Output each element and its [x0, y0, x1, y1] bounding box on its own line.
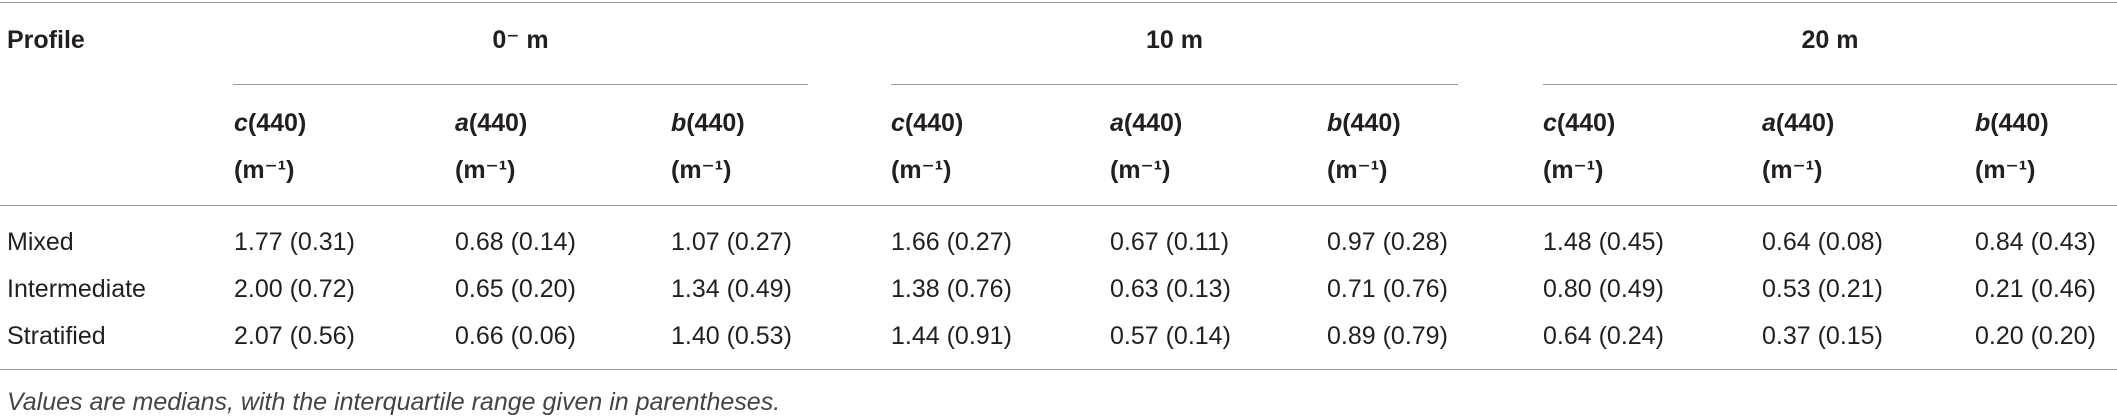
- column-unit: (m⁻¹): [1110, 156, 1171, 184]
- row-label: Intermediate: [7, 275, 146, 303]
- column-header: c(440): [1543, 108, 1615, 138]
- cell: 1.66 (0.27): [891, 228, 1012, 256]
- column-header: b(440): [671, 108, 745, 138]
- cell: 0.64 (0.24): [1543, 322, 1664, 350]
- column-header: b(440): [1975, 108, 2049, 138]
- cell: 0.68 (0.14): [455, 228, 576, 256]
- column-symbol: c: [891, 109, 905, 137]
- column-wavelength: (440): [904, 109, 964, 137]
- column-symbol: a: [1762, 109, 1776, 137]
- column-wavelength: (440): [247, 109, 307, 137]
- column-unit: (m⁻¹): [1543, 156, 1604, 184]
- column-symbol: b: [1327, 109, 1343, 137]
- row-label: Stratified: [7, 322, 106, 350]
- cell: 2.07 (0.56): [234, 322, 355, 350]
- profile-header: Profile: [7, 26, 85, 54]
- column-header: a(440): [1110, 108, 1182, 138]
- column-symbol: a: [455, 109, 469, 137]
- cell: 1.38 (0.76): [891, 275, 1012, 303]
- column-wavelength: (440): [1775, 109, 1835, 137]
- column-unit: (m⁻¹): [891, 156, 952, 184]
- cell: 1.48 (0.45): [1543, 228, 1664, 256]
- cell: 1.40 (0.53): [671, 322, 792, 350]
- cell: 0.20 (0.20): [1975, 322, 2096, 350]
- header-rule: [0, 205, 2117, 206]
- column-header: c(440): [891, 108, 963, 138]
- column-wavelength: (440): [468, 109, 528, 137]
- cell: 0.89 (0.79): [1327, 322, 1448, 350]
- column-wavelength: (440): [1123, 109, 1183, 137]
- group-rule: [1543, 84, 2117, 85]
- cell: 0.65 (0.20): [455, 275, 576, 303]
- column-symbol: b: [1975, 109, 1991, 137]
- column-unit: (m⁻¹): [671, 156, 732, 184]
- column-wavelength: (440): [1990, 109, 2049, 137]
- column-wavelength: (440): [1556, 109, 1616, 137]
- column-symbol: a: [1110, 109, 1124, 137]
- column-unit: (m⁻¹): [1762, 156, 1823, 184]
- footnote: Values are medians, with the interquarti…: [7, 388, 781, 416]
- cell: 1.77 (0.31): [234, 228, 355, 256]
- cell: 1.34 (0.49): [671, 275, 792, 303]
- cell: 0.97 (0.28): [1327, 228, 1448, 256]
- cell: 0.84 (0.43): [1975, 228, 2096, 256]
- column-header: b(440): [1327, 108, 1401, 138]
- cell: 0.21 (0.46): [1975, 275, 2096, 303]
- column-header: a(440): [1762, 108, 1834, 138]
- column-header: c(440): [234, 108, 306, 138]
- column-unit: (m⁻¹): [234, 156, 295, 184]
- group-header: 10 m: [1146, 26, 1203, 54]
- cell: 0.80 (0.49): [1543, 275, 1664, 303]
- column-unit: (m⁻¹): [1975, 156, 2036, 184]
- column-symbol: b: [671, 109, 687, 137]
- cell: 0.67 (0.11): [1110, 228, 1230, 256]
- cell: 0.53 (0.21): [1762, 275, 1883, 303]
- cell: 2.00 (0.72): [234, 275, 355, 303]
- cell: 0.63 (0.13): [1110, 275, 1231, 303]
- column-unit: (m⁻¹): [1327, 156, 1388, 184]
- cell: 0.57 (0.14): [1110, 322, 1231, 350]
- column-header: a(440): [455, 108, 527, 138]
- row-label: Mixed: [7, 228, 74, 256]
- bottom-rule: [0, 369, 2117, 370]
- cell: 1.07 (0.27): [671, 228, 792, 256]
- cell: 0.66 (0.06): [455, 322, 576, 350]
- cell: 0.71 (0.76): [1327, 275, 1448, 303]
- column-symbol: c: [234, 109, 248, 137]
- cell: 0.64 (0.08): [1762, 228, 1883, 256]
- column-unit: (m⁻¹): [455, 156, 516, 184]
- column-wavelength: (440): [686, 109, 745, 137]
- cell: 1.44 (0.91): [891, 322, 1012, 350]
- top-rule: [0, 2, 2117, 3]
- group-header: 0⁻ m: [492, 26, 549, 54]
- group-header: 20 m: [1801, 26, 1859, 54]
- group-rule: [891, 84, 1458, 85]
- group-rule: [233, 84, 808, 85]
- column-symbol: c: [1543, 109, 1557, 137]
- column-wavelength: (440): [1342, 109, 1401, 137]
- cell: 0.37 (0.15): [1762, 322, 1883, 350]
